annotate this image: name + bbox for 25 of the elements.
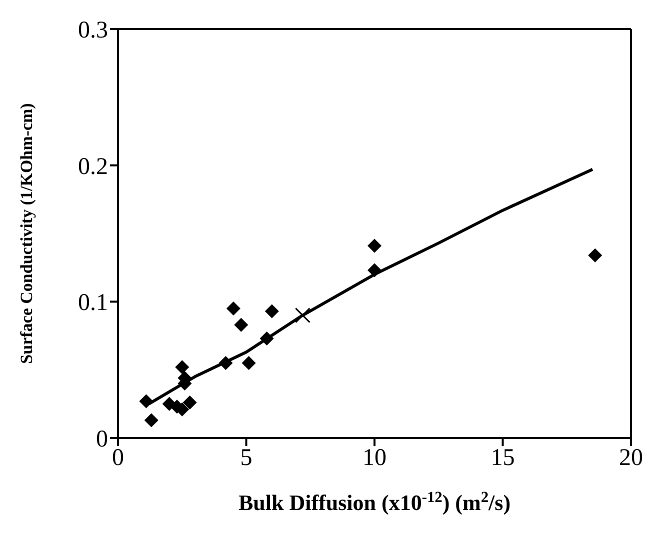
y-tick-label: 0.3 <box>78 18 108 44</box>
x-axis-title: Bulk Diffusion (x10$^{-12}$) (m$^{2}$/s) <box>238 488 511 515</box>
x-tick-label: 0 <box>112 445 124 472</box>
x-tick-label: 20 <box>619 445 643 472</box>
point <box>139 394 154 408</box>
point <box>260 331 274 346</box>
point <box>368 238 382 253</box>
point <box>264 304 279 318</box>
point <box>368 263 382 278</box>
x-tick-label: 5 <box>240 445 252 472</box>
y-tick-label: 0.1 <box>78 290 108 316</box>
point <box>175 360 190 374</box>
point <box>242 356 256 370</box>
point <box>182 396 197 410</box>
point <box>218 356 233 370</box>
y-tick-label: 0.2 <box>78 154 108 180</box>
y-axis-title: Surface Conductivity (1/KOhm-cm) <box>17 103 36 364</box>
x-tick-label: 15 <box>490 445 515 472</box>
point <box>294 308 310 324</box>
point <box>234 318 248 332</box>
point <box>588 248 602 262</box>
point <box>226 301 240 316</box>
x-tick-label: 10 <box>362 445 386 472</box>
point <box>144 413 158 428</box>
y-tick-label: 0 <box>96 426 108 453</box>
